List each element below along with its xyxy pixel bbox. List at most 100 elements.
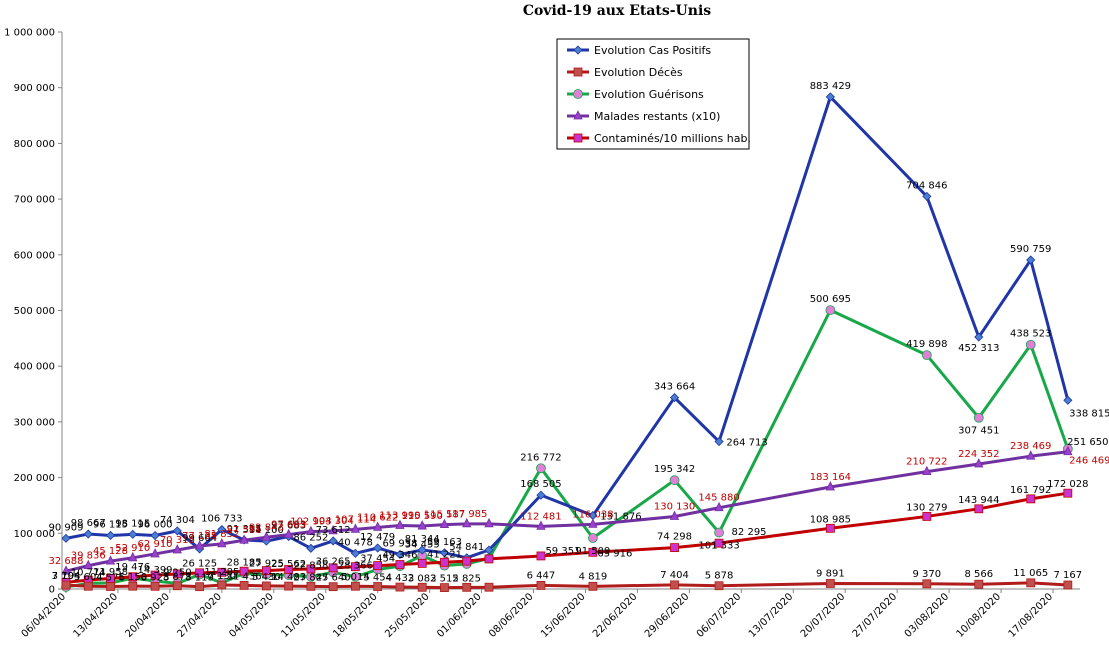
data-point-marker (714, 436, 724, 447)
data-label: 90 909 (49, 522, 84, 533)
data-point-marker (106, 582, 115, 591)
legend-entry-label: Evolution Cas Positifs (594, 44, 711, 57)
data-point-marker (417, 582, 427, 592)
data-label: 419 898 (906, 339, 947, 350)
data-label: 28 366 (338, 561, 373, 572)
data-label: 7 130 (208, 571, 237, 582)
data-point-marker (974, 458, 984, 468)
data-point-marker (974, 504, 984, 514)
y-tick-label: 900 000 (14, 83, 55, 94)
data-point-marker (417, 520, 427, 530)
data-label: 108 985 (810, 514, 851, 525)
data-label: 32 688 (49, 556, 84, 567)
data-label: 130 279 (906, 502, 947, 513)
data-point-marker (1063, 580, 1073, 590)
data-label: 9 891 (816, 568, 845, 579)
data-label: 104 304 (312, 516, 353, 527)
data-point-marker (484, 582, 494, 592)
data-label: 94 100 (249, 525, 284, 536)
data-label: 9 250 (163, 567, 192, 578)
data-point-marker (239, 580, 249, 590)
data-point-marker (395, 560, 405, 569)
data-point-marker (974, 332, 984, 342)
data-point-marker (484, 517, 494, 528)
data-label: 131 876 (600, 512, 641, 523)
data-point-marker (61, 533, 71, 543)
data-point-marker (714, 501, 724, 512)
data-label: 28 185 (227, 557, 262, 568)
data-point-marker (373, 543, 383, 553)
data-point-marker (1026, 450, 1036, 460)
data-label: 195 342 (654, 464, 695, 475)
data-label: 27 825 (293, 572, 328, 583)
data-point-marker (1063, 488, 1073, 498)
data-point-marker (670, 543, 679, 553)
data-label: 27 925 (249, 559, 284, 570)
data-label: 11 958 (93, 567, 128, 578)
data-label: 11 436 (227, 571, 262, 582)
data-label: 11 285 (204, 567, 239, 578)
data-label: 96 000 (138, 520, 173, 531)
data-label: 183 164 (810, 472, 851, 483)
y-tick-label: 0 (49, 585, 55, 596)
data-point-marker (284, 565, 294, 574)
data-label: 130 130 (654, 502, 695, 513)
y-tick-label: 300 000 (14, 417, 55, 428)
data-point-marker (395, 582, 405, 592)
data-label: 74 298 (657, 532, 692, 543)
data-label: 704 846 (906, 180, 947, 191)
series-0 (61, 92, 1073, 563)
y-tick-label: 100 000 (14, 529, 55, 540)
y-tick-label: 500 000 (14, 306, 55, 317)
data-point-marker (1026, 494, 1036, 504)
data-point-marker (1063, 395, 1073, 405)
data-point-marker (573, 67, 583, 77)
data-point-marker (588, 547, 598, 557)
data-label: 25 562 (271, 559, 306, 570)
data-label: 10 774 (71, 567, 106, 578)
y-tick-label: 600 000 (14, 250, 55, 261)
data-label: 82 295 (732, 527, 767, 538)
data-label: 883 429 (810, 81, 851, 92)
data-point-marker (588, 518, 598, 528)
data-point-marker (328, 582, 338, 592)
data-point-marker (669, 510, 680, 520)
legend-entry-label: Evolution Guérisons (594, 88, 704, 101)
data-label: 438 523 (1010, 329, 1051, 340)
legend: Evolution Cas Positifs Evolution Décès Evo… (556, 38, 751, 150)
data-point-marker (328, 525, 338, 535)
data-point-marker (921, 350, 932, 361)
data-label: 5 430 (252, 572, 281, 583)
data-label: 116 038 (572, 509, 613, 520)
data-point-marker (573, 133, 583, 143)
data-label: 9 370 (913, 569, 942, 580)
data-point-marker (714, 581, 724, 591)
data-point-marker (922, 579, 932, 589)
data-point-marker (573, 45, 583, 55)
data-label: 97 683 (271, 520, 306, 531)
legend-entry-label: Contaminés/10 millions hab. (594, 132, 751, 145)
data-point-marker (306, 581, 316, 591)
data-point-marker (417, 558, 427, 568)
data-label: 145 880 (698, 493, 739, 504)
data-point-marker (328, 536, 338, 546)
data-point-marker (306, 525, 316, 536)
data-label: 81 852 (204, 529, 239, 540)
data-point-marker (61, 580, 71, 590)
data-label: 5 604 (74, 572, 103, 583)
data-point-marker (395, 549, 405, 560)
data-label: 91 509 (575, 546, 610, 557)
data-point-marker (105, 555, 116, 565)
data-label: 11 065 (1013, 568, 1048, 579)
data-point-marker (1063, 445, 1073, 456)
data-label: 45 128 (93, 546, 128, 557)
data-point-marker (825, 305, 836, 316)
data-label: 8 119 (185, 573, 214, 584)
data-point-marker (484, 554, 494, 564)
data-label: 37 454 (360, 554, 395, 565)
data-label: 41 221 (427, 550, 462, 561)
data-point-marker (395, 519, 405, 529)
data-label: 224 352 (958, 449, 999, 460)
data-point-marker (172, 544, 182, 554)
